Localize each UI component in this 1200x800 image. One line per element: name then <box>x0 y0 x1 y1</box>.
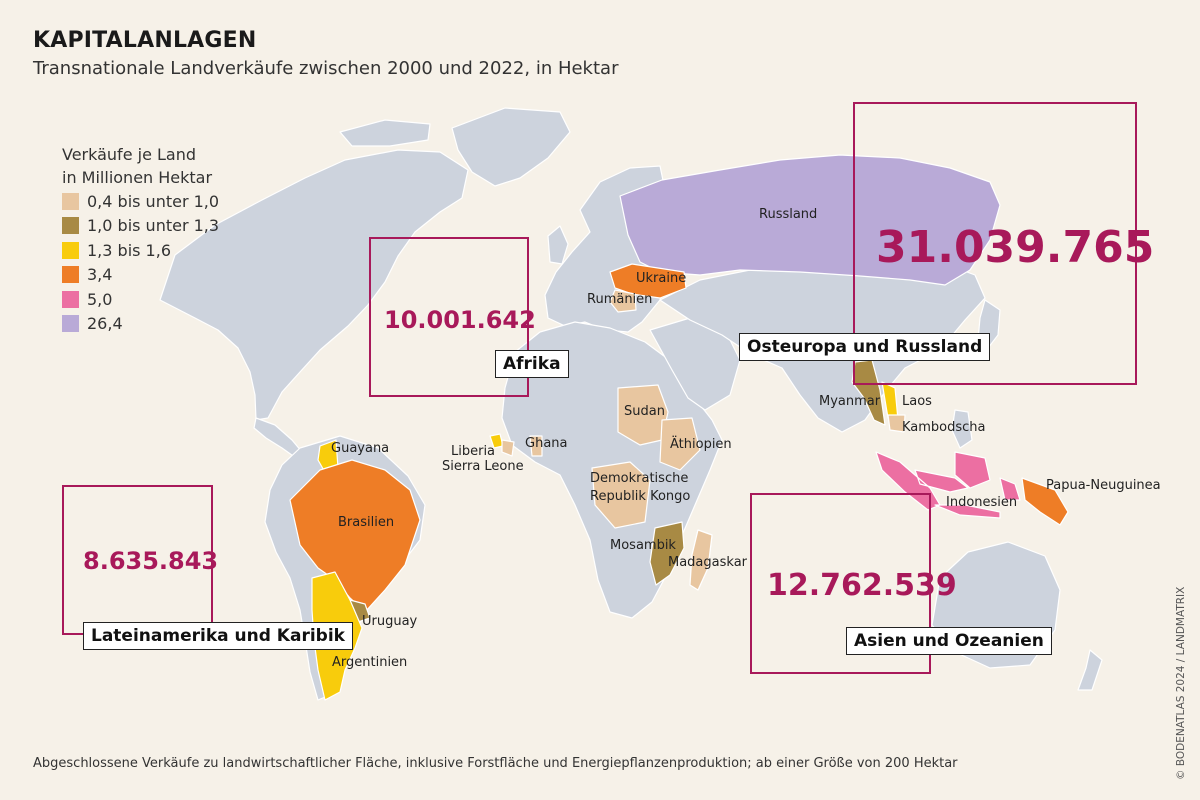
land-central-america <box>253 417 303 459</box>
legend-swatch <box>62 217 79 235</box>
label-guayana: Guayana <box>331 441 390 456</box>
label-sierra-leone: Sierra Leone <box>442 459 524 474</box>
land-greenland <box>451 107 571 187</box>
country-mozambique <box>649 521 685 586</box>
value-asien: 12.762.539 <box>767 568 957 603</box>
label-rumaenien: Rumänien <box>587 292 653 307</box>
label-sudan: Sudan <box>624 404 665 419</box>
label-madagaskar: Madagaskar <box>668 555 748 570</box>
label-uruguay: Uruguay <box>362 614 418 629</box>
land-uk <box>547 225 569 265</box>
legend-swatch <box>62 290 79 308</box>
label-brasilien: Brasilien <box>338 515 395 530</box>
label-laos: Laos <box>902 394 932 409</box>
label-argentinien: Argentinien <box>332 655 408 670</box>
legend-item: 1,0 bis unter 1,3 <box>62 214 219 239</box>
legend-swatch <box>62 315 79 333</box>
legend-label: 1,3 bis 1,6 <box>87 240 171 260</box>
value-osteuropa: 31.039.765 <box>876 222 1155 273</box>
country-ethiopia <box>659 417 701 471</box>
country-drc <box>591 461 651 529</box>
legend-item: 1,3 bis 1,6 <box>62 238 219 263</box>
label-ghana: Ghana <box>525 436 568 451</box>
country-romania <box>609 289 637 313</box>
legend-swatch <box>62 241 79 259</box>
label-russland: Russland <box>759 207 818 222</box>
value-afrika: 10.001.642 <box>384 306 536 334</box>
label-papua: Papua-Neuguinea <box>1046 478 1161 493</box>
label-myanmar: Myanmar <box>819 394 881 409</box>
legend-label: 0,4 bis unter 1,0 <box>87 191 220 211</box>
label-kongo-line2: Republik Kongo <box>590 489 691 504</box>
label-kongo-line1: Demokratische <box>590 471 689 486</box>
legend-swatch <box>62 192 79 210</box>
label-ukraine: Ukraine <box>636 271 687 286</box>
region-label-afrika: Afrika <box>495 350 569 378</box>
land-new-zealand <box>1077 649 1103 691</box>
legend-label: 1,0 bis unter 1,3 <box>87 216 220 236</box>
frame-afrika <box>369 237 529 397</box>
legend-swatch <box>62 266 79 284</box>
region-label-lateinamerika: Lateinamerika und Karibik <box>83 622 353 650</box>
country-indonesia <box>875 451 1021 519</box>
country-sierra-leone <box>501 439 515 457</box>
country-ukraine <box>609 263 687 299</box>
legend-item: 26,4 <box>62 312 219 337</box>
frame-asien <box>750 493 931 674</box>
footnote: Abgeschlossene Verkäufe zu landwirtschaf… <box>33 756 958 771</box>
land-arctic-islands <box>339 119 431 147</box>
label-liberia: Liberia <box>451 444 496 459</box>
legend-label: 3,4 <box>87 265 113 285</box>
country-madagascar-hl <box>689 529 713 591</box>
legend-item: 5,0 <box>62 287 219 312</box>
legend-label: 5,0 <box>87 289 113 309</box>
label-indonesien: Indonesien <box>946 495 1018 510</box>
country-laos <box>881 381 899 421</box>
land-north-america <box>159 149 469 421</box>
label-mosambik: Mosambik <box>610 538 676 553</box>
frame-osteuropa <box>853 102 1137 385</box>
legend-title-line1: Verkäufe je Land <box>62 145 197 164</box>
region-label-osteuropa: Osteuropa und Russland <box>739 333 991 361</box>
credit: © BODENATLAS 2024 / LANDMATRIX <box>1175 586 1187 780</box>
country-brazil <box>289 459 421 613</box>
legend-item: 0,4 bis unter 1,0 <box>62 189 219 214</box>
label-aethiopien: Äthiopien <box>670 437 732 452</box>
legend-item: 3,4 <box>62 263 219 288</box>
region-label-asien: Asien und Ozeanien <box>846 627 1052 655</box>
label-kambodscha: Kambodscha <box>902 420 986 435</box>
country-papua-new-guinea <box>1021 477 1069 526</box>
legend: Verkäufe je Land in Millionen Hektar 0,4… <box>62 143 219 336</box>
page-title: KAPITALANLAGEN <box>33 28 257 53</box>
country-ghana <box>529 435 543 457</box>
page-subtitle: Transnationale Landverkäufe zwischen 200… <box>33 58 619 79</box>
country-cambodia <box>887 414 906 433</box>
legend-label: 26,4 <box>87 314 123 334</box>
land-philippines <box>951 409 973 449</box>
value-lateinamerika: 8.635.843 <box>83 547 219 575</box>
legend-title-line2: in Millionen Hektar <box>62 168 213 187</box>
